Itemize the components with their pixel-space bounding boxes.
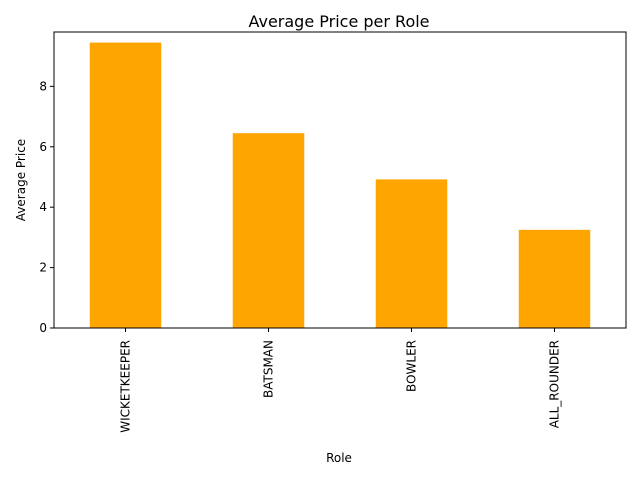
x-axis-ticks: WICKETKEEPER BATSMAN BOWLER ALL_ROUNDER (119, 328, 562, 433)
bar-batsman (232, 133, 305, 328)
plot-frame (53, 31, 627, 329)
x-axis-label: Role (326, 451, 352, 465)
y-tick-label: 6 (39, 140, 47, 154)
y-tick-label: 2 (39, 261, 47, 275)
chart-title: Average Price per Role (248, 12, 429, 31)
bar-all-rounder (518, 229, 591, 328)
y-tick-label: 0 (39, 321, 47, 335)
bar-wicketkeeper (89, 42, 162, 328)
x-tick-label: WICKETKEEPER (119, 340, 133, 433)
y-axis-label: Average Price (14, 139, 28, 221)
x-tick-label: ALL_ROUNDER (548, 340, 562, 428)
bar-bowler (375, 179, 448, 328)
bars-group (89, 42, 591, 328)
x-tick-label: BATSMAN (262, 340, 276, 398)
x-tick-label: BOWLER (405, 340, 419, 392)
y-tick-label: 4 (39, 200, 47, 214)
y-tick-label: 8 (39, 79, 47, 93)
y-axis-ticks: 0 2 4 6 8 (39, 79, 54, 335)
